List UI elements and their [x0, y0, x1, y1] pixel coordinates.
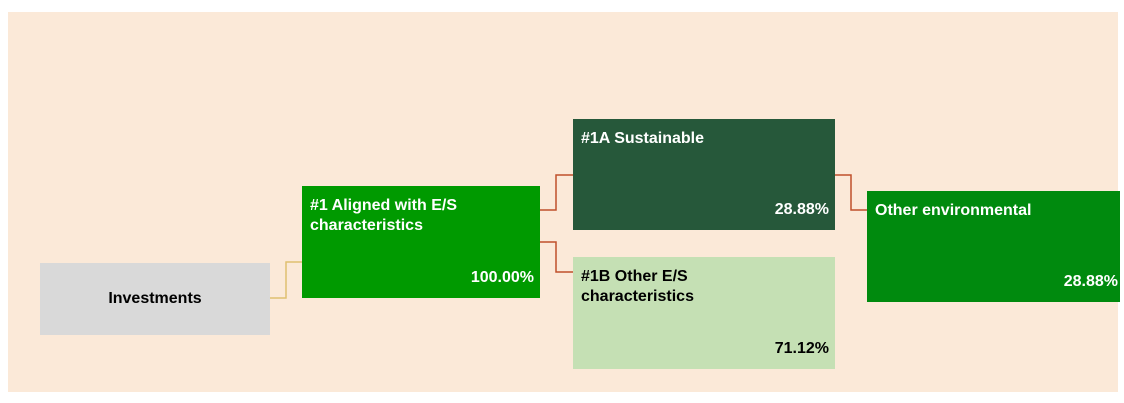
connector — [540, 174, 573, 211]
node-other-es: #1B Other E/S characteristics 71.12% — [573, 257, 835, 369]
connector — [270, 261, 302, 299]
node-value: 28.88% — [1063, 273, 1118, 290]
node-label: #1A Sustainable — [581, 130, 705, 147]
node-value: 100.00% — [470, 269, 534, 286]
node-label: #1B Other E/S characteristics — [581, 268, 694, 305]
node-sustainable: #1A Sustainable 28.88% — [573, 119, 835, 230]
node-value: 28.88% — [774, 201, 829, 218]
connector — [835, 174, 867, 211]
node-investments: Investments — [40, 263, 270, 335]
connector — [540, 241, 573, 273]
node-label: #1 Aligned with E/S characteristics — [310, 197, 457, 234]
node-label: Investments — [108, 290, 202, 307]
node-label: Other environmental — [875, 202, 1032, 219]
node-other-environmental: Other environmental 28.88% — [867, 191, 1120, 302]
node-aligned: #1 Aligned with E/S characteristics 100.… — [302, 186, 540, 298]
node-value: 71.12% — [774, 340, 829, 357]
